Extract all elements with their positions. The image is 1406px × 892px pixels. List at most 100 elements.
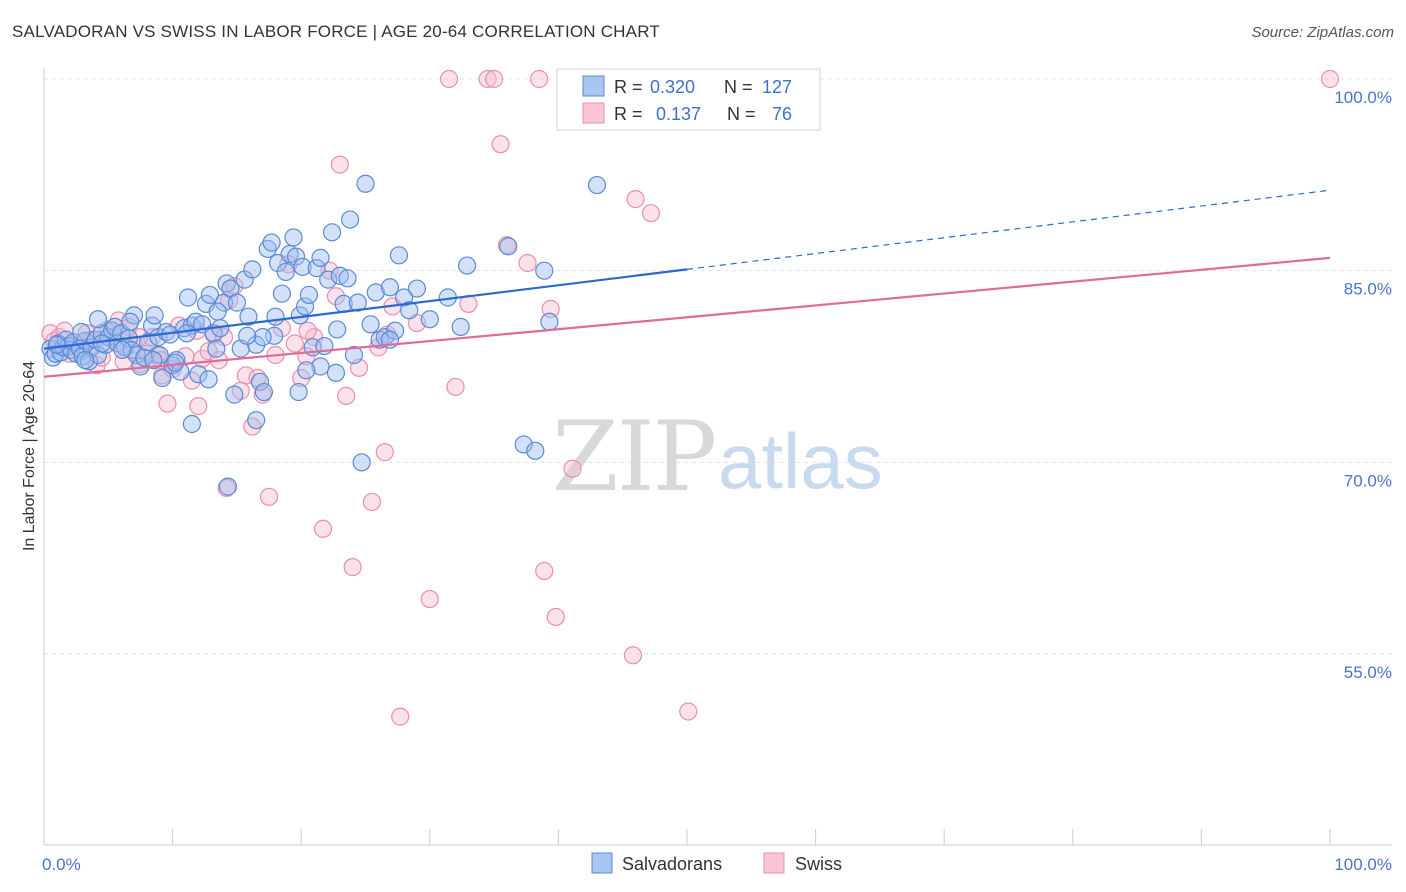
salvadoran-point [457,256,477,275]
swiss-point [158,394,177,413]
salvadoran-point [420,310,439,329]
swiss-point [362,492,382,512]
salvadoran-points [41,174,607,496]
legend-n-value-1: 127 [762,77,792,97]
salvadoran-point [352,453,371,472]
swiss-point [298,321,317,340]
swiss-point [391,707,410,726]
swiss-point [217,478,236,497]
salvadoran-point [145,306,164,325]
salvadoran-point [389,246,409,265]
salvadoran-point [235,270,254,289]
salvadoran-point [76,351,95,370]
salvadoran-point [47,335,66,354]
salvadoran-point [356,174,375,193]
legend-r-label-1: R = [614,77,643,97]
salvadoran-point [338,269,357,288]
salvadoran-point [366,283,385,302]
swiss-point [343,558,362,577]
chart-title: SALVADORAN VS SWISS IN LABOR FORCE | AGE… [12,22,660,41]
swiss-trend-line [43,256,1331,378]
salvadoran-point [243,260,262,279]
salvadoran-trend-line [43,268,688,350]
salvadoran-trend-extension [686,189,1331,270]
swiss-point [518,253,537,273]
y-tick-label: 55.0% [1344,663,1392,682]
salvadoran-point [284,228,303,247]
salvadoran-point [262,233,281,252]
salvadoran-point [535,261,554,280]
swiss-point [535,561,554,581]
salvadoran-point [266,307,285,326]
swiss-point [485,69,504,89]
salvadoran-point [299,285,319,305]
swiss-point [446,377,465,397]
bottom-legend-salvadorans: Salvadorans [622,854,722,874]
swiss-point [563,459,582,478]
watermark-zip: ZIP [552,401,715,513]
swiss-point [439,69,459,89]
salvadoran-point [311,248,330,267]
swiss-point [530,69,549,89]
swiss-point [189,397,208,416]
legend: R = 0.320 N = 127 R = 0.137 N = 76 [556,68,821,131]
swiss-point [679,702,698,721]
salvadoran-point [451,317,470,336]
bottom-legend: Salvadorans Swiss [591,852,842,874]
salvadoran-point [370,330,389,349]
salvadoran-point [72,322,91,342]
legend-n-value-2: 76 [772,104,792,124]
y-tick-label: 70.0% [1344,471,1392,490]
swiss-point [420,589,439,609]
salvadoran-point [92,334,111,353]
y-tick-labels: 55.0% 70.0% 85.0% 100.0% [1334,88,1392,682]
trend-lines [43,189,1331,378]
salvadoran-point [400,301,419,320]
salvadoran-point [276,262,295,282]
legend-swatch-swiss [582,102,605,124]
legend-r-label-2: R = [614,104,643,124]
salvadoran-point [297,361,316,380]
swiss-point [641,204,661,223]
salvadoran-point [311,357,330,376]
salvadoran-point [121,312,140,331]
salvadoran-point [307,259,326,278]
swiss-point [285,334,304,353]
gridlines [44,78,1392,655]
salvadoran-point [218,477,237,496]
salvadoran-point [319,270,338,289]
salvadoran-point [326,363,346,382]
y-axis-title: In Labor Force | Age 20-64 [21,361,38,551]
swiss-point [1320,69,1340,89]
salvadoran-point [247,411,266,430]
chart-source: Source: ZipAtlas.com [1251,24,1394,41]
swiss-point [623,646,643,665]
salvadoran-point [295,297,315,316]
salvadoran-point [88,310,108,329]
legend-n-label-2: N = [727,104,756,124]
swiss-point [491,135,510,154]
salvadoran-point [265,326,284,345]
salvadoran-point [293,257,312,276]
swiss-point [478,69,497,89]
swiss-point [626,190,645,209]
salvadoran-point [526,441,545,460]
swiss-point [313,519,333,538]
salvadoran-point [361,315,380,334]
watermark-atlas: atlas [718,417,883,505]
salvadoran-point [286,247,306,266]
salvadoran-point [182,414,201,434]
salvadoran-point [253,328,272,347]
salvadoran-point [344,345,364,365]
salvadoran-point [189,365,208,384]
salvadoran-point [587,175,607,195]
salvadoran-point [153,368,172,388]
salvadoran-point [407,279,427,298]
swiss-point [337,386,356,405]
legend-r-value-1: 0.320 [650,77,695,97]
swiss-point [330,155,349,174]
swiss-point [326,287,346,306]
salvadoran-point [499,237,518,256]
swiss-point [259,487,279,506]
